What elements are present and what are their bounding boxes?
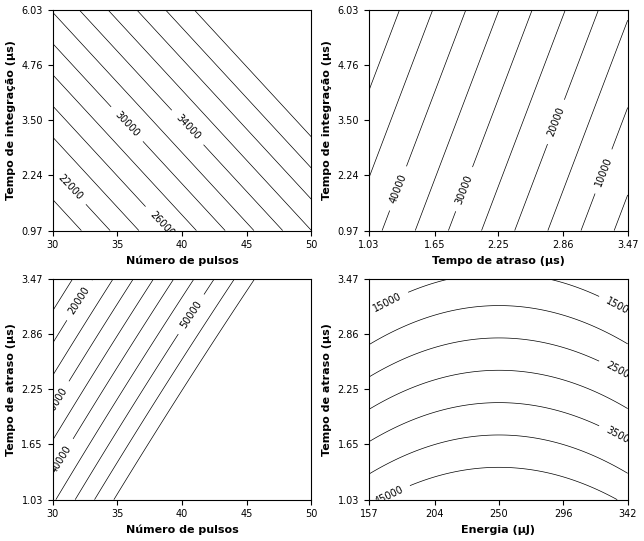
Text: 45000: 45000 (373, 484, 405, 506)
Text: 35000: 35000 (604, 425, 636, 448)
Text: 10000: 10000 (593, 155, 614, 188)
Text: 30000: 30000 (113, 109, 141, 138)
Text: 34000: 34000 (173, 113, 202, 142)
X-axis label: Tempo de atraso (µs): Tempo de atraso (µs) (432, 256, 565, 266)
Text: 40000: 40000 (48, 444, 73, 474)
Text: 40000: 40000 (388, 173, 408, 204)
Text: 50000: 50000 (178, 299, 204, 330)
Text: 26000: 26000 (147, 209, 176, 239)
Text: 15000: 15000 (371, 291, 403, 314)
Text: 30000: 30000 (44, 386, 69, 417)
X-axis label: Energia (µJ): Energia (µJ) (461, 525, 535, 535)
Text: 25000: 25000 (604, 360, 636, 384)
Y-axis label: Tempo de atraso (µs): Tempo de atraso (µs) (322, 323, 332, 456)
Text: 30000: 30000 (454, 173, 475, 205)
X-axis label: Número de pulsos: Número de pulsos (126, 256, 238, 266)
Text: 20000: 20000 (67, 285, 92, 316)
Text: 22000: 22000 (55, 172, 84, 202)
Text: 15000: 15000 (604, 295, 636, 319)
Y-axis label: Tempo de integração (µs): Tempo de integração (µs) (6, 40, 15, 200)
Text: 20000: 20000 (545, 105, 566, 138)
Y-axis label: Tempo de integração (µs): Tempo de integração (µs) (322, 40, 332, 200)
Y-axis label: Tempo de atraso (µs): Tempo de atraso (µs) (6, 323, 15, 456)
X-axis label: Número de pulsos: Número de pulsos (126, 525, 238, 536)
